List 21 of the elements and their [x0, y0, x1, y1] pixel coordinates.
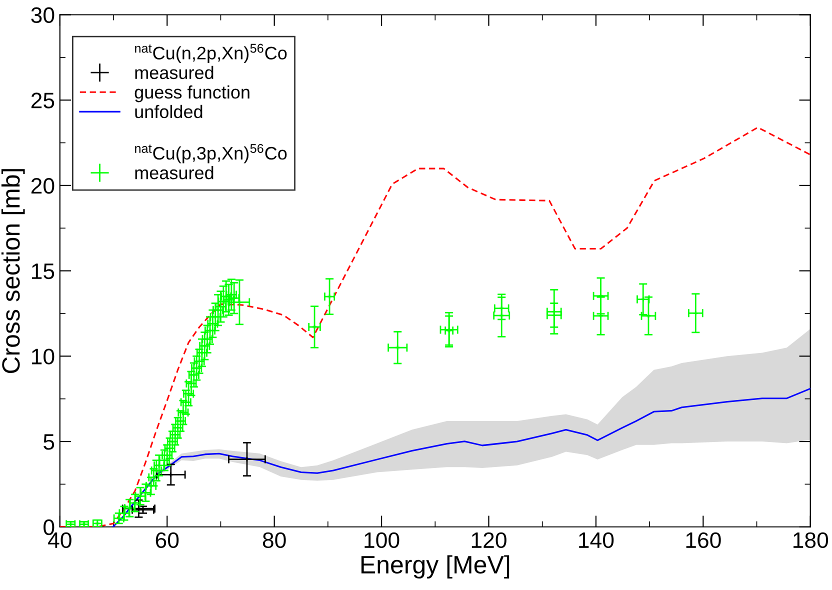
x-tick-label: 120	[472, 532, 506, 548]
annotation: $^{nat}$Cu(p,3p,Xn)$^{56}$Co	[135, 144, 287, 164]
y-tick-label: 30	[31, 7, 54, 24]
x-tick-label: 60	[156, 532, 179, 548]
legend-label: guess function	[134, 85, 250, 102]
y-tick-label: 20	[31, 178, 54, 194]
x-tick-label: 80	[262, 532, 286, 548]
x-axis-title: Energy [MeV]	[361, 555, 510, 579]
x-tick-label: 180	[794, 532, 828, 548]
x-tick-label: 140	[579, 532, 614, 548]
x-tick-label: 100	[364, 532, 400, 548]
y-tick-label: 15	[32, 264, 54, 280]
x-tick-label: 160	[686, 532, 721, 548]
y-axis-title: Cross section [mb]	[1, 169, 25, 374]
legend-label: unfolded	[135, 104, 202, 118]
y-tick-label: 5	[44, 434, 54, 450]
y-tick-label: 25	[31, 92, 54, 108]
y-tick-label: 10	[32, 348, 54, 364]
annotation: $^{nat}$Cu(n,2p,Xn)$^{56}$Co	[135, 44, 287, 64]
legend-label: measured	[135, 66, 214, 80]
legend-label: measured	[135, 166, 214, 180]
